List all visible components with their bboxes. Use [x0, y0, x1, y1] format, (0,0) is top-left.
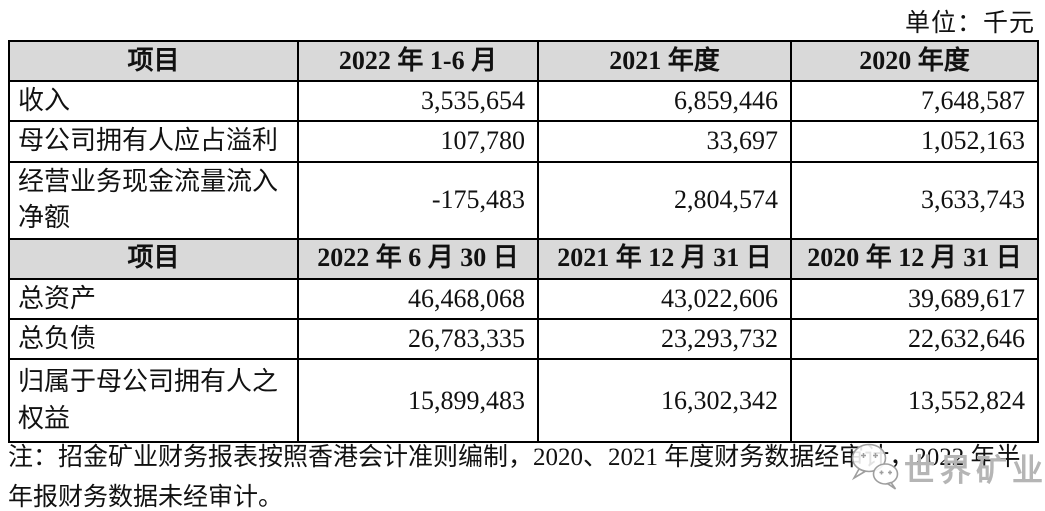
- table-header-row-balance-sheet: 项目 2022 年 6 月 30 日 2021 年 12 月 31 日 2020…: [8, 237, 1039, 280]
- cell-value: 22,632,646: [790, 317, 1039, 361]
- wechat-icon: [848, 438, 900, 497]
- table-row-total-assets: 总资产 46,468,068 43,022,606 39,689,617: [8, 277, 1039, 320]
- unit-label: 单位：千元: [904, 10, 1035, 37]
- cell-value: 16,302,342: [537, 358, 792, 444]
- cell-value: 107,780: [297, 120, 539, 163]
- cell-value: 13,552,824: [790, 358, 1039, 444]
- cell-value: 3,535,654: [297, 79, 539, 123]
- column-header-2022-h1: 2022 年 1-6 月: [297, 40, 539, 82]
- cell-value: 43,022,606: [537, 277, 792, 320]
- row-label: 总资产: [8, 277, 299, 320]
- cell-value: 1,052,163: [790, 120, 1039, 163]
- column-header-2020: 2020 年度: [790, 40, 1039, 82]
- cell-value: 15,899,483: [297, 358, 539, 444]
- cell-value: 3,633,743: [790, 160, 1039, 240]
- table-row-profit-attributable: 母公司拥有人应占溢利 107,780 33,697 1,052,163: [8, 120, 1039, 163]
- watermark-text: 世界矿业: [904, 453, 1045, 488]
- watermark: 世界矿业: [848, 438, 1045, 497]
- cell-value: 33,697: [537, 120, 792, 163]
- financial-table: 项目 2022 年 1-6 月 2021 年度 2020 年度 收入 3,535…: [8, 40, 1039, 444]
- row-label: 经营业务现金流量流入净额: [8, 160, 299, 240]
- row-label: 母公司拥有人应占溢利: [8, 120, 299, 163]
- table-row-operating-cashflow: 经营业务现金流量流入净额 -175,483 2,804,574 3,633,74…: [8, 160, 1039, 240]
- column-header-item: 项目: [8, 40, 299, 82]
- column-header-2022-06-30: 2022 年 6 月 30 日: [297, 237, 539, 280]
- column-header-2021-12-31: 2021 年 12 月 31 日: [537, 237, 792, 280]
- table-row-total-liabilities: 总负债 26,783,335 23,293,732 22,632,646: [8, 317, 1039, 361]
- table-row-equity-attributable: 归属于母公司拥有人之权益 15,899,483 16,302,342 13,55…: [8, 358, 1039, 444]
- row-label: 总负债: [8, 317, 299, 361]
- cell-value: 46,468,068: [297, 277, 539, 320]
- table-row-revenue: 收入 3,535,654 6,859,446 7,648,587: [8, 79, 1039, 123]
- row-label: 归属于母公司拥有人之权益: [8, 358, 299, 444]
- table-header-row-income-statement: 项目 2022 年 1-6 月 2021 年度 2020 年度: [8, 40, 1039, 82]
- column-header-2020-12-31: 2020 年 12 月 31 日: [790, 237, 1039, 280]
- cell-value: 6,859,446: [537, 79, 792, 123]
- cell-value: 7,648,587: [790, 79, 1039, 123]
- cell-value: -175,483: [297, 160, 539, 240]
- row-label: 收入: [8, 79, 299, 123]
- cell-value: 26,783,335: [297, 317, 539, 361]
- cell-value: 2,804,574: [537, 160, 792, 240]
- column-header-2021: 2021 年度: [537, 40, 792, 82]
- column-header-item: 项目: [8, 237, 299, 280]
- cell-value: 39,689,617: [790, 277, 1039, 320]
- cell-value: 23,293,732: [537, 317, 792, 361]
